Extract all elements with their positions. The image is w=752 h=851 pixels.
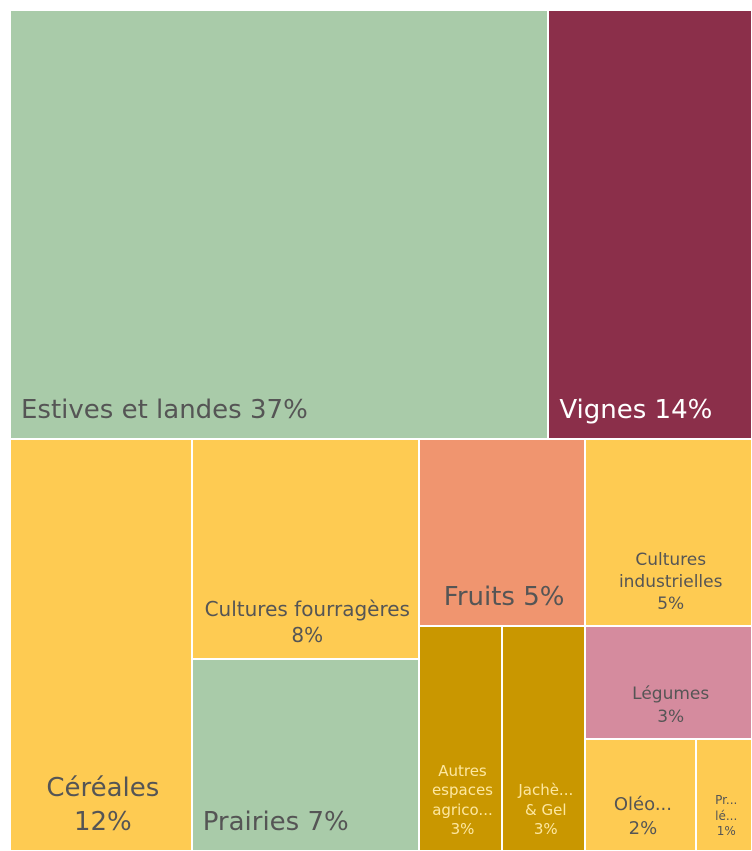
tile-category: Jachè... & Gel (518, 781, 574, 819)
tile-category: Fruits (443, 582, 515, 613)
tile-label: Fruits 5% (420, 581, 585, 625)
treemap-tile: Pr... lé... 1% (696, 738, 752, 851)
tile-label: Estives et landes 37% (11, 394, 547, 438)
tile-value: 7% (307, 807, 349, 838)
tile-category: Prairies (202, 807, 300, 838)
tile-label: Cultures fourragères 8% (193, 596, 418, 658)
tile-label: Oléo... 2% (586, 793, 695, 850)
tile-value: 14% (654, 395, 713, 426)
tile-label: Vignes 14% (549, 394, 751, 438)
treemap-tile: Cultures industrielles 5% (585, 438, 752, 627)
tile-value: 5% (523, 582, 565, 613)
tile-label: Céréales 12% (11, 772, 191, 850)
tile-label: Autres espaces agrico... 3% (420, 762, 501, 850)
tile-category: Cultures industrielles (618, 549, 723, 593)
treemap-tile: Légumes 3% (585, 626, 752, 739)
tile-value: 2% (628, 817, 658, 839)
tile-value: 3% (533, 820, 558, 839)
treemap: Estives et landes 37% Vignes 14% Céréales 1… (10, 10, 752, 851)
tile-label: Pr... lé... 1% (697, 793, 751, 850)
tile-category: Autres espaces agrico... (431, 761, 494, 819)
tile-value: 37% (250, 395, 308, 426)
treemap-tile: Fruits 5% (418, 438, 586, 627)
treemap-tile: Jachè... & Gel 3% (502, 626, 586, 851)
treemap-tile: Autres espaces agrico... 3% (418, 626, 503, 851)
tile-value: 1% (716, 824, 736, 839)
tile-category: Oléo... (613, 794, 672, 816)
tile-value: 12% (73, 807, 132, 838)
tile-category: Cultures fourragères (204, 596, 410, 621)
tile-value: 3% (657, 706, 685, 727)
treemap-tile: Oléo... 2% (585, 738, 697, 851)
treemap-tile: Céréales 12% (10, 438, 192, 851)
tile-label: Prairies 7% (193, 806, 418, 850)
tile-value: 3% (450, 820, 475, 839)
tile-category: Pr... lé... (715, 793, 738, 823)
treemap-tile: Estives et landes 37% (10, 10, 549, 439)
tile-category: Vignes (559, 395, 647, 426)
tile-value: 8% (291, 622, 324, 647)
tile-label: Cultures industrielles 5% (586, 549, 751, 625)
tile-value: 5% (657, 594, 685, 615)
treemap-tile: Vignes 14% (548, 10, 752, 439)
treemap-tile: Cultures fourragères 8% (191, 438, 419, 659)
tile-category: Céréales (46, 773, 160, 804)
tile-category: Estives et landes (21, 395, 242, 426)
tile-label: Légumes 3% (586, 683, 751, 737)
treemap-tile: Prairies 7% (191, 658, 419, 851)
tile-category: Légumes (632, 684, 710, 705)
tile-label: Jachè... & Gel 3% (503, 781, 584, 850)
